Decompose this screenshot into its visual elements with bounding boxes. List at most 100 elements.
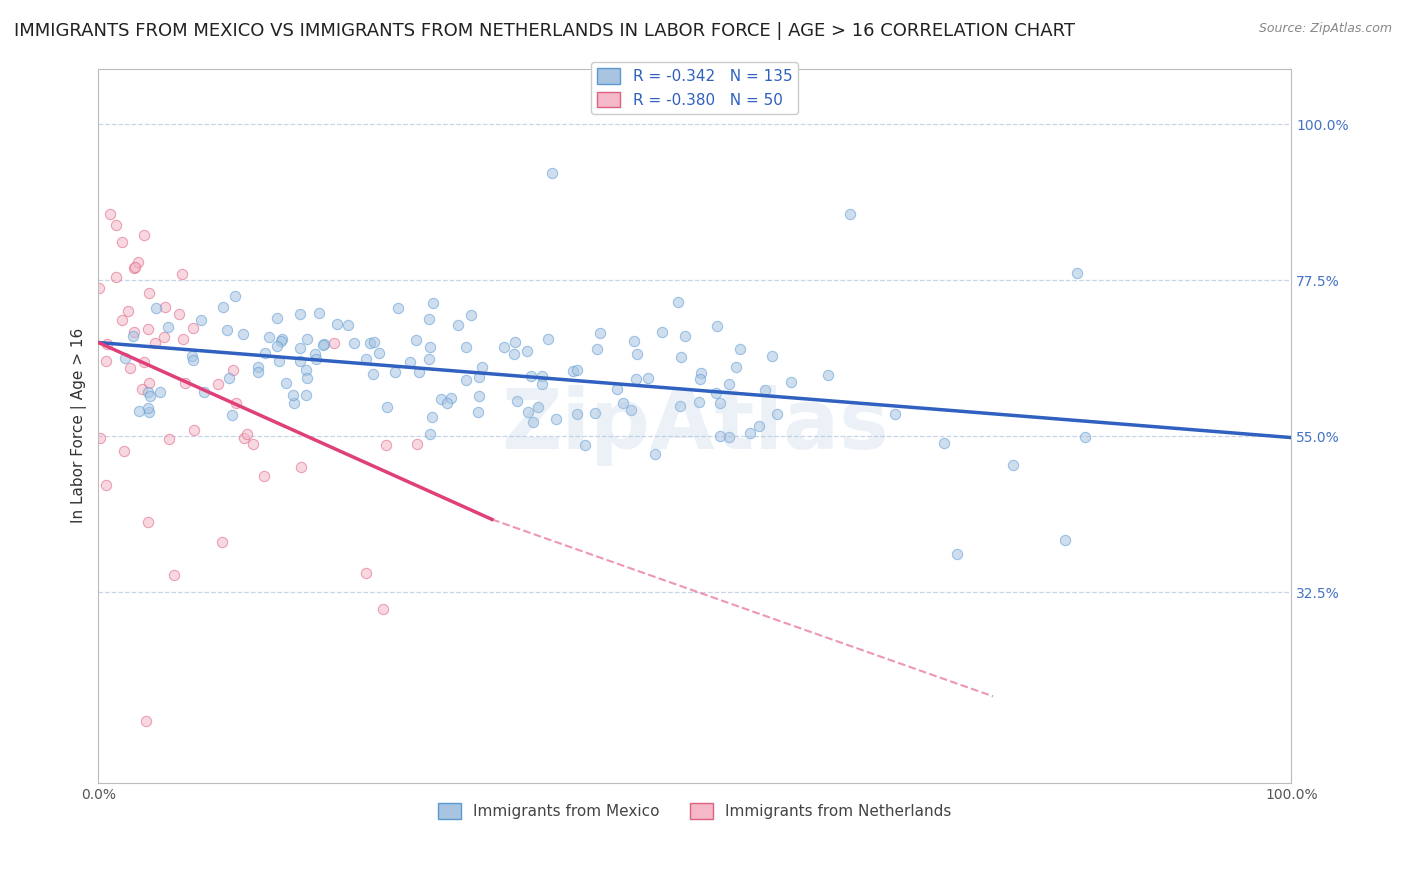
Point	[561, 364, 583, 378]
Point	[104, 218, 127, 232]
Point	[136, 515, 159, 529]
Point	[709, 396, 731, 410]
Point	[308, 306, 330, 320]
Point	[706, 318, 728, 333]
Point	[89, 431, 111, 445]
Point	[460, 308, 482, 322]
Point	[447, 318, 470, 333]
Point	[128, 403, 150, 417]
Point	[384, 366, 406, 380]
Point	[215, 323, 238, 337]
Point	[170, 268, 193, 282]
Point	[270, 334, 292, 348]
Point	[89, 281, 111, 295]
Point	[623, 334, 645, 349]
Point	[94, 354, 117, 368]
Point	[368, 346, 391, 360]
Point	[131, 382, 153, 396]
Point	[111, 313, 134, 327]
Point	[105, 269, 128, 284]
Point	[181, 349, 204, 363]
Point	[288, 307, 311, 321]
Point	[193, 384, 215, 399]
Point	[242, 437, 264, 451]
Point	[118, 361, 141, 376]
Point	[406, 437, 429, 451]
Point	[540, 165, 562, 179]
Point	[174, 376, 197, 391]
Point	[420, 410, 443, 425]
Point	[96, 337, 118, 351]
Point	[586, 343, 609, 357]
Point	[502, 347, 524, 361]
Point	[724, 359, 747, 374]
Point	[138, 376, 160, 391]
Point	[276, 376, 298, 391]
Point	[207, 376, 229, 391]
Point	[163, 568, 186, 582]
Point	[149, 385, 172, 400]
Point	[946, 547, 969, 561]
Point	[356, 351, 378, 366]
Point	[132, 354, 155, 368]
Point	[111, 235, 134, 249]
Point	[314, 337, 336, 351]
Point	[288, 354, 311, 368]
Point	[492, 340, 515, 354]
Point	[155, 300, 177, 314]
Point	[620, 402, 643, 417]
Point	[290, 459, 312, 474]
Point	[172, 332, 194, 346]
Point	[467, 405, 489, 419]
Point	[253, 469, 276, 483]
Point	[96, 477, 118, 491]
Point	[294, 363, 316, 377]
Point	[336, 318, 359, 332]
Point	[738, 426, 761, 441]
Point	[839, 207, 862, 221]
Point	[574, 438, 596, 452]
Point	[181, 353, 204, 368]
Point	[138, 405, 160, 419]
Point	[132, 227, 155, 242]
Point	[626, 372, 648, 386]
Point	[544, 411, 567, 425]
Point	[295, 371, 318, 385]
Point	[718, 376, 741, 391]
Point	[122, 325, 145, 339]
Point	[295, 333, 318, 347]
Point	[322, 336, 344, 351]
Point	[583, 405, 606, 419]
Point	[136, 384, 159, 399]
Point	[669, 350, 692, 364]
Point	[761, 349, 783, 363]
Point	[517, 405, 540, 419]
Point	[138, 389, 160, 403]
Point	[271, 332, 294, 346]
Point	[934, 435, 956, 450]
Point	[730, 342, 752, 356]
Point	[387, 301, 409, 316]
Point	[626, 347, 648, 361]
Point	[135, 714, 157, 728]
Point	[295, 388, 318, 402]
Point	[183, 423, 205, 437]
Point	[225, 396, 247, 410]
Point	[398, 355, 420, 369]
Point	[522, 415, 544, 429]
Point	[145, 301, 167, 315]
Point	[343, 336, 366, 351]
Point	[143, 335, 166, 350]
Y-axis label: In Labor Force | Age > 16: In Labor Force | Age > 16	[72, 328, 87, 524]
Point	[211, 300, 233, 314]
Point	[221, 408, 243, 422]
Point	[266, 339, 288, 353]
Point	[136, 321, 159, 335]
Point	[531, 377, 554, 392]
Point	[157, 432, 180, 446]
Point	[612, 396, 634, 410]
Point	[363, 334, 385, 349]
Point	[117, 304, 139, 318]
Point	[232, 431, 254, 445]
Point	[236, 427, 259, 442]
